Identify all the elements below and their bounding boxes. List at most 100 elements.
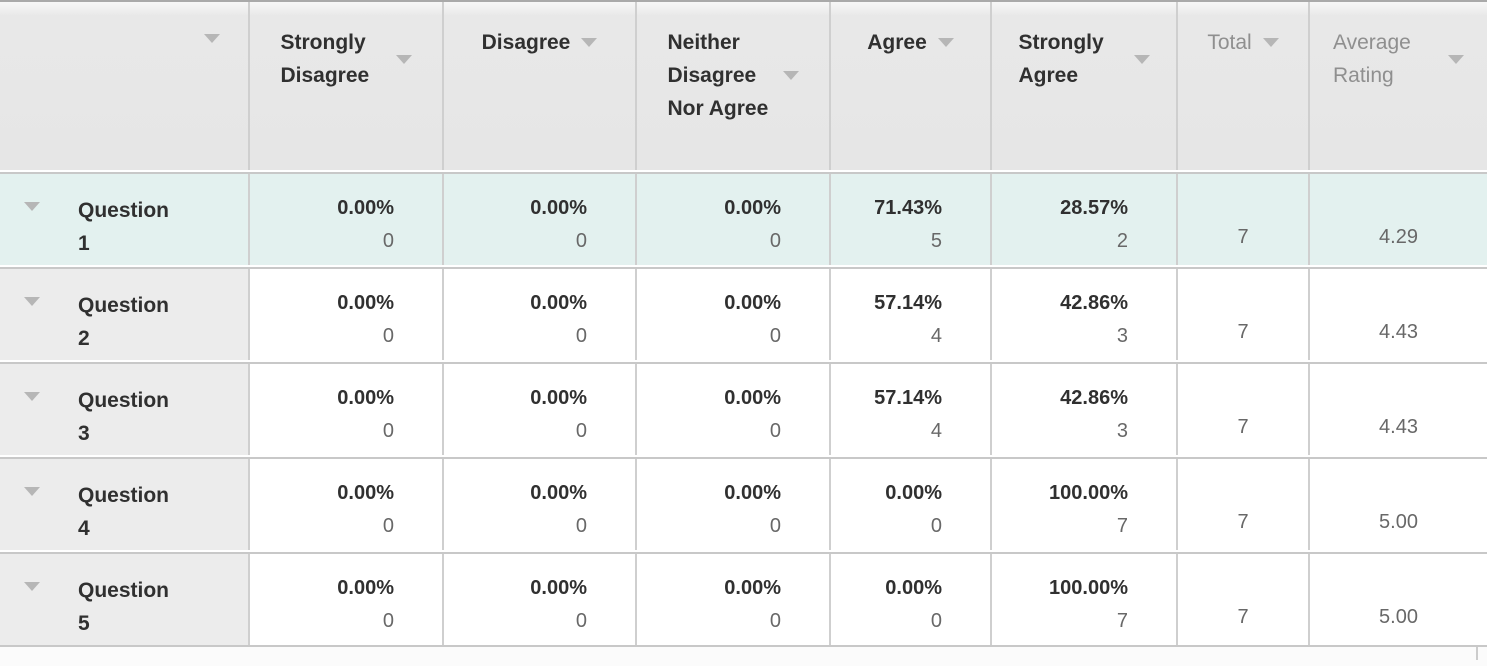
percent-value: 100.00% [1049, 577, 1128, 599]
count-value: 0 [382, 230, 394, 252]
count-value: 4 [930, 420, 942, 442]
sort-dropdown-icon[interactable] [204, 34, 220, 43]
cell-total: 7 [1178, 459, 1310, 550]
row-label-cell: Question 2 [0, 269, 250, 360]
header-label: Agree [867, 31, 927, 54]
header-label: Disagree [481, 31, 571, 54]
count-value: 0 [575, 610, 587, 632]
header-label: Neither Disagree Nor Agree [667, 31, 769, 120]
percent-value: 0.00% [885, 577, 942, 599]
row-dropdown-icon[interactable] [24, 202, 40, 211]
cell-agree: 57.14% 4 [831, 364, 992, 455]
header-label: Strongly Agree [1018, 31, 1104, 87]
percent-value: 0.00% [337, 197, 394, 219]
count-value: 3 [1116, 420, 1128, 442]
cell-strongly-disagree: 0.00% 0 [250, 459, 444, 550]
table-row-question-5: Question 5 0.00% 0 0.00% 0 0.00% 0 0.00%… [0, 552, 1487, 645]
header-neither-disagree-nor-agree[interactable]: Neither Disagree Nor Agree [637, 2, 831, 170]
row-label-cell: Question 5 [0, 554, 250, 645]
cell-total: 7 [1178, 269, 1310, 360]
cell-neither: 0.00% 0 [637, 269, 831, 360]
table-row-question-2: Question 2 0.00% 0 0.00% 0 0.00% 0 57.14… [0, 267, 1487, 360]
count-value: 0 [575, 325, 587, 347]
count-value: 0 [575, 230, 587, 252]
row-dropdown-icon[interactable] [24, 297, 40, 306]
table-header-row: Strongly Disagree Disagree Neither Disag… [0, 2, 1487, 170]
cell-strongly-agree: 42.86% 3 [992, 269, 1178, 360]
header-agree[interactable]: Agree [831, 2, 992, 170]
percent-value: 0.00% [530, 197, 587, 219]
count-value: 0 [930, 610, 942, 632]
header-label: Total [1207, 31, 1252, 54]
header-strongly-agree[interactable]: Strongly Agree [992, 2, 1178, 170]
count-value: 0 [382, 610, 394, 632]
question-label: Question 3 [78, 389, 170, 445]
cell-strongly-agree: 28.57% 2 [992, 174, 1178, 265]
cell-agree: 71.43% 5 [831, 174, 992, 265]
header-average-rating[interactable]: Average Rating [1310, 2, 1487, 170]
header-disagree[interactable]: Disagree [444, 2, 637, 170]
count-value: 0 [769, 420, 781, 442]
header-question-column[interactable] [0, 2, 250, 170]
cell-neither: 0.00% 0 [637, 174, 831, 265]
percent-value: 0.00% [530, 577, 587, 599]
count-value: 3 [1116, 325, 1128, 347]
percent-value: 0.00% [724, 387, 781, 409]
count-value: 0 [575, 515, 587, 537]
percent-value: 0.00% [885, 482, 942, 504]
row-dropdown-icon[interactable] [24, 582, 40, 591]
count-value: 0 [382, 325, 394, 347]
header-total[interactable]: Total [1178, 2, 1310, 170]
table-row-question-4: Question 4 0.00% 0 0.00% 0 0.00% 0 0.00%… [0, 457, 1487, 550]
cell-agree: 0.00% 0 [831, 459, 992, 550]
header-label: Average Rating [1333, 31, 1411, 87]
cell-average-rating: 4.29 [1310, 174, 1487, 265]
percent-value: 71.43% [874, 197, 942, 219]
cell-neither: 0.00% 0 [637, 554, 831, 645]
percent-value: 57.14% [874, 387, 942, 409]
cell-average-rating: 5.00 [1310, 459, 1487, 550]
header-strongly-disagree[interactable]: Strongly Disagree [250, 2, 444, 170]
cell-disagree: 0.00% 0 [444, 364, 637, 455]
percent-value: 0.00% [724, 577, 781, 599]
cell-strongly-agree: 100.00% 7 [992, 554, 1178, 645]
row-dropdown-icon[interactable] [24, 392, 40, 401]
sort-dropdown-icon[interactable] [937, 38, 954, 47]
cell-neither: 0.00% 0 [637, 459, 831, 550]
count-value: 0 [769, 610, 781, 632]
percent-value: 28.57% [1060, 197, 1128, 219]
survey-results-table: Strongly Disagree Disagree Neither Disag… [0, 0, 1487, 645]
count-value: 0 [575, 420, 587, 442]
cell-strongly-disagree: 0.00% 0 [250, 269, 444, 360]
row-dropdown-icon[interactable] [24, 487, 40, 496]
sort-dropdown-icon[interactable] [1133, 54, 1150, 64]
cell-agree: 0.00% 0 [831, 554, 992, 645]
cell-total: 7 [1178, 364, 1310, 455]
sort-dropdown-icon[interactable] [1448, 54, 1464, 64]
count-value: 2 [1116, 230, 1128, 252]
sort-dropdown-icon[interactable] [581, 38, 598, 47]
sort-dropdown-icon[interactable] [782, 71, 799, 80]
question-label: Question 5 [78, 579, 170, 635]
sort-dropdown-icon[interactable] [1262, 38, 1279, 47]
percent-value: 0.00% [724, 292, 781, 314]
count-value: 0 [930, 515, 942, 537]
cell-disagree: 0.00% 0 [444, 459, 637, 550]
percent-value: 57.14% [874, 292, 942, 314]
count-value: 0 [769, 230, 781, 252]
percent-value: 0.00% [724, 482, 781, 504]
percent-value: 42.86% [1060, 387, 1128, 409]
cell-strongly-disagree: 0.00% 0 [250, 174, 444, 265]
cell-disagree: 0.00% 0 [444, 554, 637, 645]
percent-value: 0.00% [337, 482, 394, 504]
cell-average-rating: 4.43 [1310, 364, 1487, 455]
percent-value: 0.00% [530, 292, 587, 314]
sort-dropdown-icon[interactable] [395, 54, 412, 64]
percent-value: 42.86% [1060, 292, 1128, 314]
cell-neither: 0.00% 0 [637, 364, 831, 455]
count-value: 7 [1116, 610, 1128, 632]
cell-disagree: 0.00% 0 [444, 174, 637, 265]
cell-strongly-disagree: 0.00% 0 [250, 364, 444, 455]
below-table-area [0, 645, 1487, 666]
percent-value: 0.00% [724, 197, 781, 219]
